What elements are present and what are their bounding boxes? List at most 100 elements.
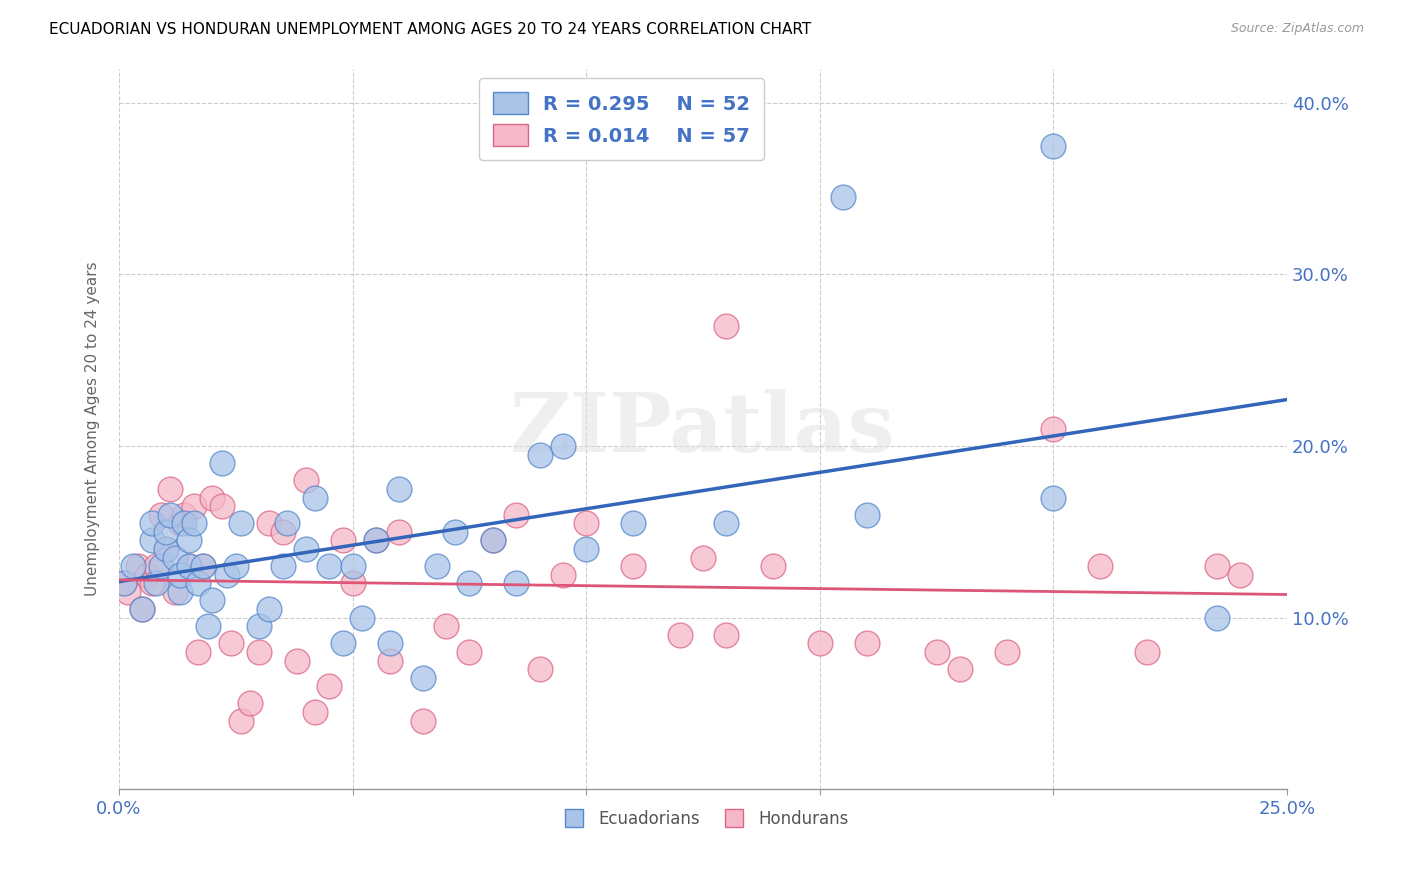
Point — [716, 628, 738, 642]
Point — [169, 567, 191, 582]
Point — [122, 559, 145, 574]
Point — [285, 653, 308, 667]
Point — [131, 602, 153, 616]
Point — [1090, 559, 1112, 574]
Point — [426, 559, 449, 574]
Point — [332, 533, 354, 548]
Point — [131, 602, 153, 616]
Point — [229, 714, 252, 728]
Point — [197, 619, 219, 633]
Point — [378, 653, 401, 667]
Point — [257, 602, 280, 616]
Point — [215, 567, 238, 582]
Point — [342, 559, 364, 574]
Point — [173, 516, 195, 531]
Point — [201, 593, 224, 607]
Point — [191, 559, 214, 574]
Point — [529, 662, 551, 676]
Point — [271, 524, 294, 539]
Point — [141, 533, 163, 548]
Point — [364, 533, 387, 548]
Legend: Ecuadorians, Hondurans: Ecuadorians, Hondurans — [550, 804, 856, 835]
Point — [295, 541, 318, 556]
Point — [1042, 138, 1064, 153]
Point — [1042, 491, 1064, 505]
Point — [276, 516, 298, 531]
Point — [219, 636, 242, 650]
Point — [716, 516, 738, 531]
Point — [169, 516, 191, 531]
Point — [257, 516, 280, 531]
Point — [141, 516, 163, 531]
Point — [150, 508, 173, 522]
Y-axis label: Unemployment Among Ages 20 to 24 years: Unemployment Among Ages 20 to 24 years — [86, 261, 100, 596]
Point — [482, 533, 505, 548]
Point — [482, 533, 505, 548]
Point — [995, 645, 1018, 659]
Point — [155, 524, 177, 539]
Point — [201, 491, 224, 505]
Point — [458, 576, 481, 591]
Point — [716, 318, 738, 333]
Text: ZIPatlas: ZIPatlas — [510, 389, 896, 469]
Point — [155, 541, 177, 556]
Point — [621, 516, 644, 531]
Point — [295, 474, 318, 488]
Point — [304, 705, 326, 719]
Text: ECUADORIAN VS HONDURAN UNEMPLOYMENT AMONG AGES 20 TO 24 YEARS CORRELATION CHART: ECUADORIAN VS HONDURAN UNEMPLOYMENT AMON… — [49, 22, 811, 37]
Point — [808, 636, 831, 650]
Point — [1136, 645, 1159, 659]
Point — [179, 559, 201, 574]
Point — [187, 645, 209, 659]
Point — [117, 585, 139, 599]
Point — [529, 448, 551, 462]
Point — [127, 559, 149, 574]
Point — [949, 662, 972, 676]
Point — [165, 585, 187, 599]
Point — [855, 508, 877, 522]
Point — [225, 559, 247, 574]
Point — [155, 541, 177, 556]
Point — [1206, 559, 1229, 574]
Point — [247, 619, 270, 633]
Point — [458, 645, 481, 659]
Point — [575, 516, 598, 531]
Point — [179, 533, 201, 548]
Point — [211, 499, 233, 513]
Point — [318, 559, 340, 574]
Point — [378, 636, 401, 650]
Point — [762, 559, 785, 574]
Point — [179, 559, 201, 574]
Point — [112, 576, 135, 591]
Point — [444, 524, 467, 539]
Point — [621, 559, 644, 574]
Point — [1206, 610, 1229, 624]
Point — [183, 499, 205, 513]
Point — [505, 508, 527, 522]
Text: Source: ZipAtlas.com: Source: ZipAtlas.com — [1230, 22, 1364, 36]
Point — [364, 533, 387, 548]
Point — [855, 636, 877, 650]
Point — [191, 559, 214, 574]
Point — [342, 576, 364, 591]
Point — [247, 645, 270, 659]
Point — [211, 456, 233, 470]
Point — [388, 524, 411, 539]
Point — [551, 567, 574, 582]
Point — [505, 576, 527, 591]
Point — [169, 585, 191, 599]
Point — [136, 567, 159, 582]
Point — [141, 576, 163, 591]
Point — [271, 559, 294, 574]
Point — [668, 628, 690, 642]
Point — [350, 610, 373, 624]
Point — [150, 559, 173, 574]
Point — [832, 190, 855, 204]
Point — [239, 697, 262, 711]
Point — [692, 550, 714, 565]
Point — [575, 541, 598, 556]
Point — [388, 482, 411, 496]
Point — [318, 679, 340, 693]
Point — [183, 516, 205, 531]
Point — [434, 619, 457, 633]
